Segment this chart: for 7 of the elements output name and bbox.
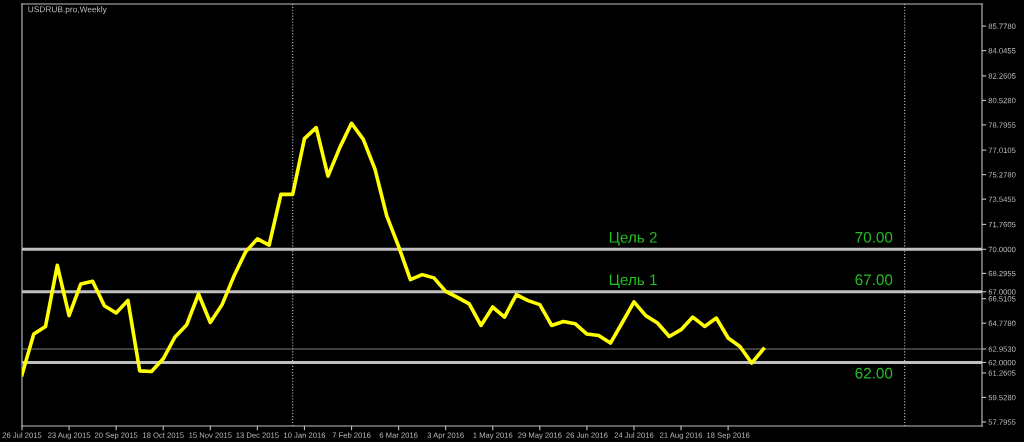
line-series <box>22 121 766 377</box>
annotation: 67.00 <box>855 274 893 286</box>
annotation: 62.00 <box>855 367 893 379</box>
ref-line-label: Цель 2 <box>609 231 657 246</box>
chart-title: USDRUB.pro,Weekly <box>28 6 107 14</box>
annotation: 70.00 <box>855 231 893 243</box>
ref-line-label: Цель 1 <box>609 274 657 289</box>
